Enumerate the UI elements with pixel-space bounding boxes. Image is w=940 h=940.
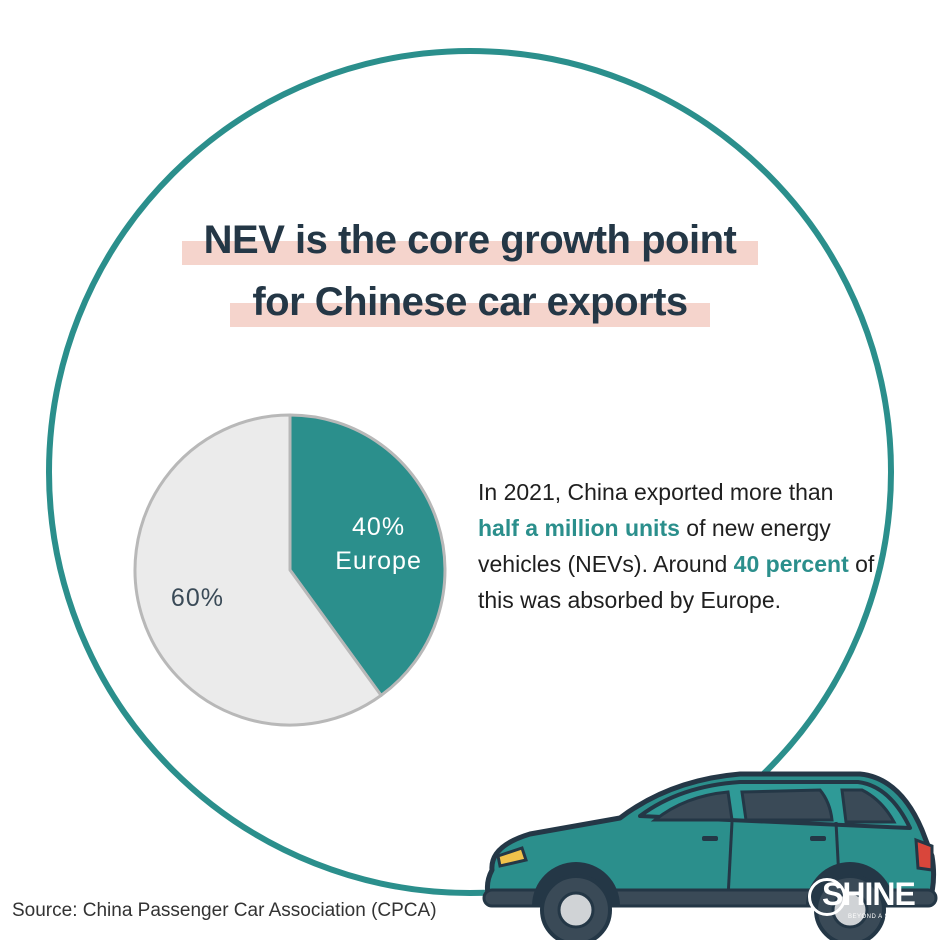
outer-ring [46,48,894,896]
car-headlight [496,846,528,868]
title-line-1: NEV is the core growth point [181,218,759,265]
car-window-middle [740,788,834,822]
title-line-1-wrap: NEV is the core growth point [0,218,940,265]
title-text-2: for Chinese car exports [252,280,688,324]
description-highlight-2: 40 percent [733,551,849,577]
car-window-rear [840,788,897,824]
logo-text: SHINE [822,876,916,912]
pie-label-category-0: Europe [335,547,422,575]
description-text-1: In 2021, China exported more than [478,479,834,505]
description-text-2: of new energy vehicles (NEVs). Around [478,515,831,577]
title-highlight-1 [181,240,759,265]
title-line-2: for Chinese car exports [230,280,710,327]
car-taillight [914,837,934,872]
car-handle-1 [702,836,718,841]
description-text-3: of this was absorbed by Europe. [478,551,875,613]
title-line-2-wrap: for Chinese car exports [0,280,940,327]
car-hub-front [557,891,595,929]
car-window-front [650,790,734,822]
pie-slice-europe [288,413,447,697]
logo-ring-icon [808,878,846,916]
description-highlight-1: half a million units [478,515,680,541]
pie-chart: 40% Europe 60% [133,413,447,727]
title-highlight-2 [230,302,710,327]
pie-label-percent-0: 40% [352,513,405,541]
shine-logo: SHINE BEYOND A SINGLE STORY [806,876,936,936]
logo-tagline: BEYOND A SINGLE STORY [848,914,935,920]
description: In 2021, China exported more than half a… [478,474,878,618]
title-text-1: NEV is the core growth point [203,218,737,262]
pie-slice-other [133,413,383,727]
source-note: Source: China Passenger Car Association … [12,900,437,921]
car-door-line-1 [726,821,734,899]
pie-label-percent-1: 60% [171,584,224,612]
car-handle-2 [810,836,826,841]
